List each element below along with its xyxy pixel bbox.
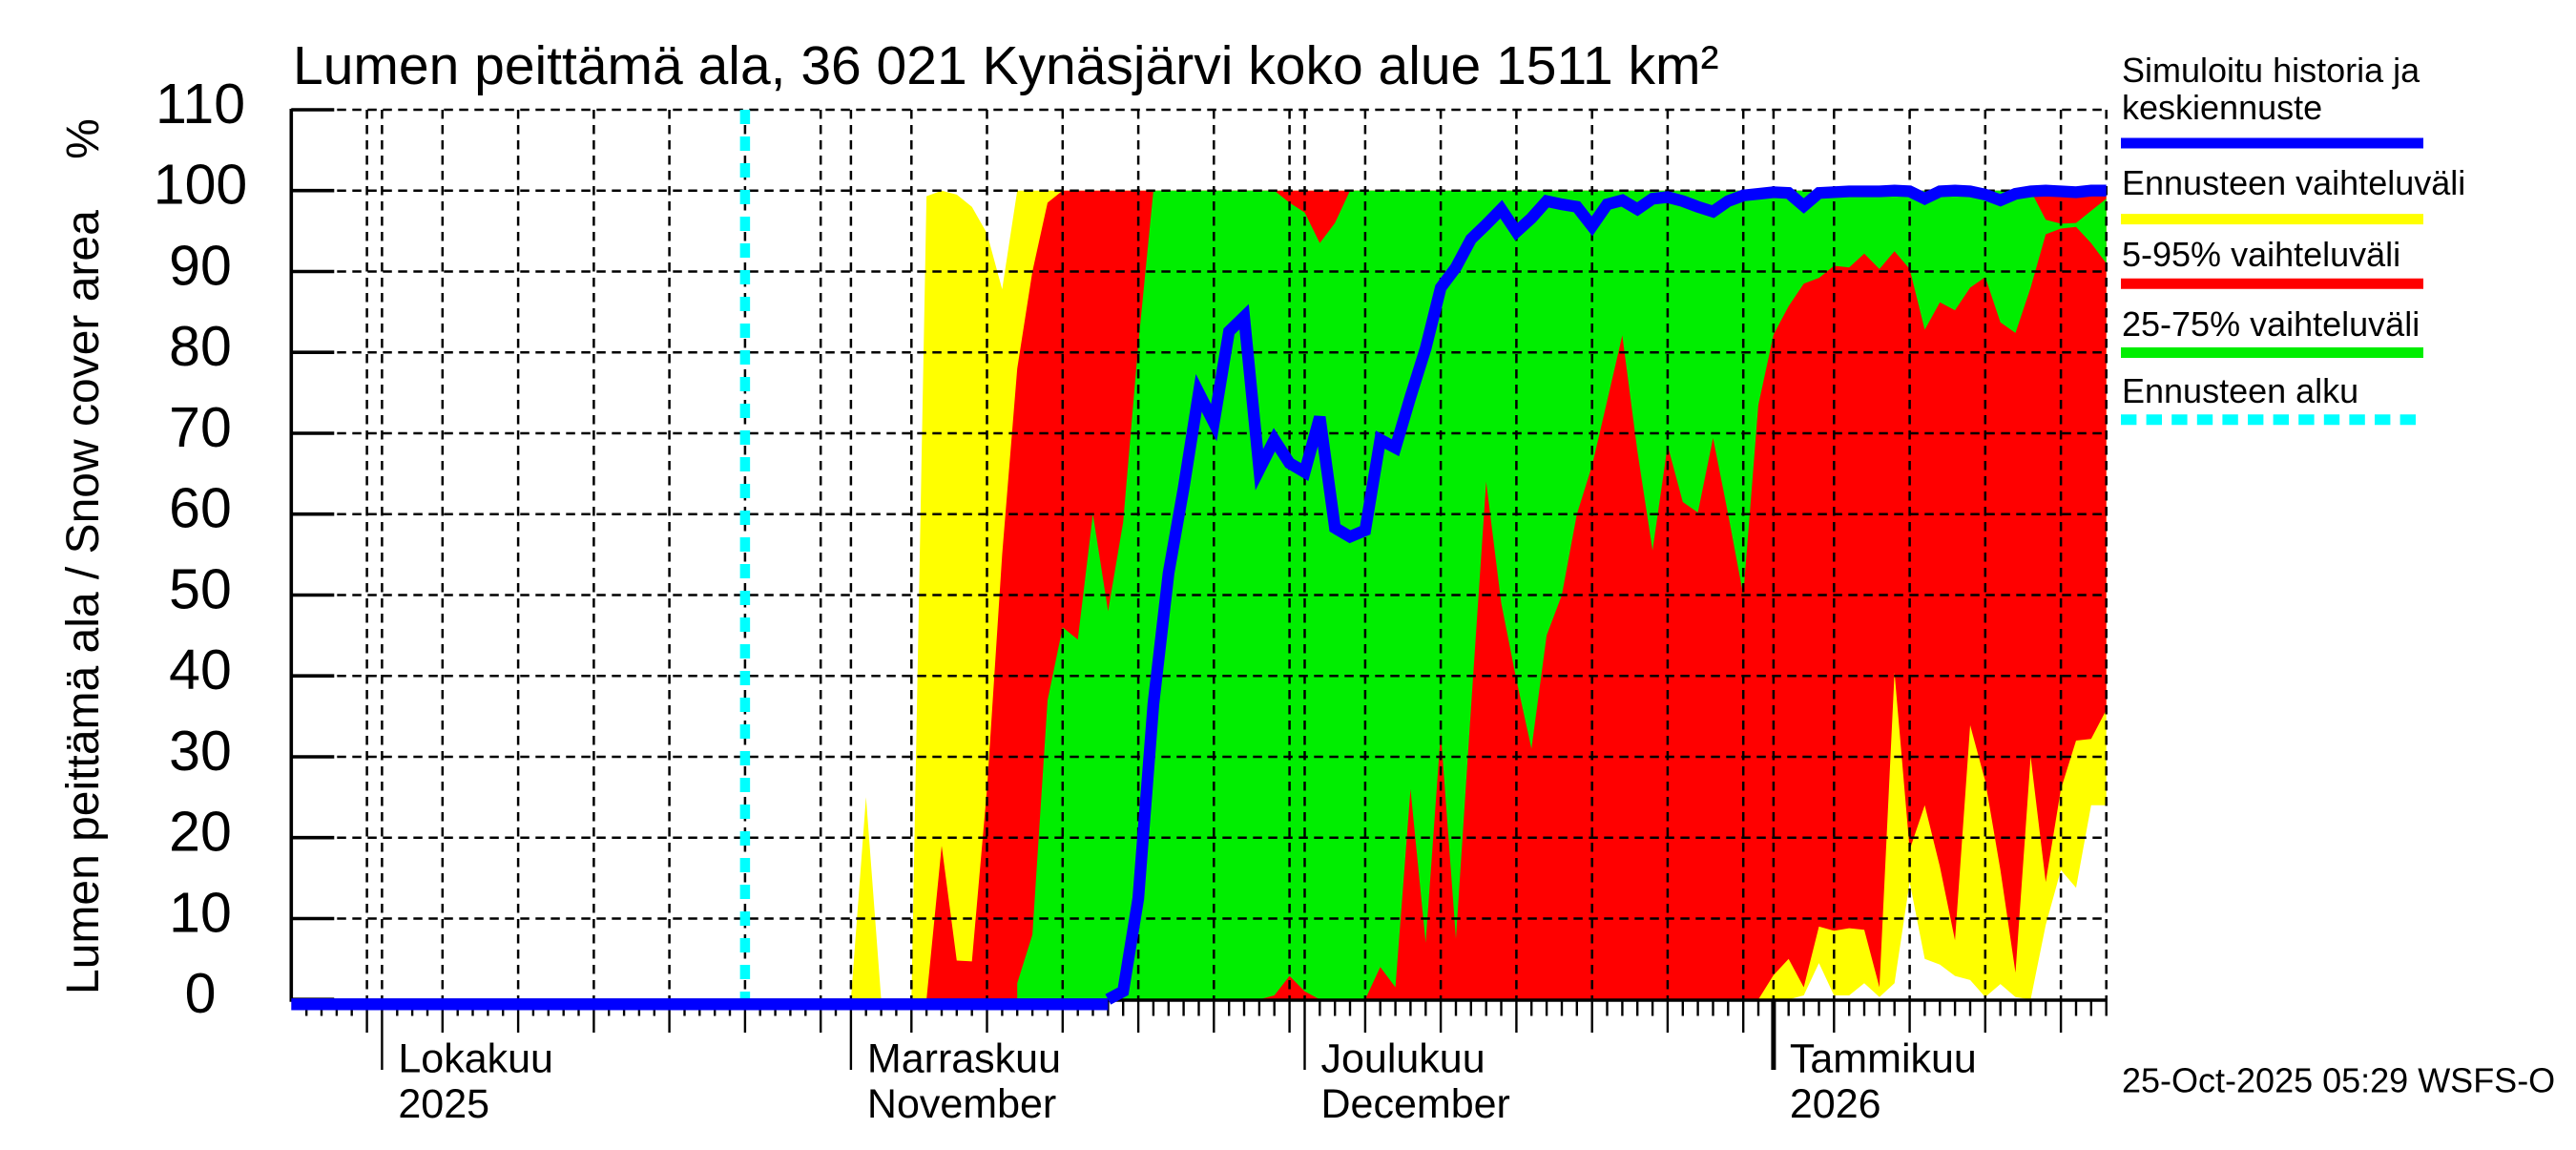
svg-text:Lumen peittämä ala / Snow cove: Lumen peittämä ala / Snow cover area % <box>58 118 109 994</box>
svg-text:50: 50 <box>169 558 232 621</box>
svg-text:110: 110 <box>156 73 245 136</box>
svg-text:Lokakuu: Lokakuu <box>398 1036 553 1082</box>
svg-text:Ennusteen alku: Ennusteen alku <box>2122 371 2358 410</box>
svg-text:10: 10 <box>169 882 232 945</box>
svg-text:Marraskuu: Marraskuu <box>867 1036 1061 1082</box>
svg-text:2025: 2025 <box>398 1081 489 1127</box>
svg-text:November: November <box>867 1081 1056 1127</box>
svg-text:25-Oct-2025 05:29 WSFS-O: 25-Oct-2025 05:29 WSFS-O <box>2122 1061 2555 1100</box>
svg-text:20: 20 <box>169 801 232 864</box>
svg-text:Lumen peittämä ala, 36 021 Kyn: Lumen peittämä ala, 36 021 Kynäsjärvi ko… <box>293 35 1718 96</box>
svg-text:30: 30 <box>169 720 232 783</box>
svg-text:25-75% vaihteluväli: 25-75% vaihteluväli <box>2122 304 2420 344</box>
svg-text:December: December <box>1321 1081 1510 1127</box>
svg-text:Tammikuu: Tammikuu <box>1790 1036 1977 1082</box>
svg-text:40: 40 <box>169 638 232 701</box>
svg-text:keskiennuste: keskiennuste <box>2122 88 2322 127</box>
svg-text:80: 80 <box>169 315 232 378</box>
svg-text:Simuloitu historia ja: Simuloitu historia ja <box>2122 51 2420 90</box>
svg-text:90: 90 <box>169 235 232 298</box>
svg-text:Joulukuu: Joulukuu <box>1321 1036 1485 1082</box>
svg-text:5-95% vaihteluväli: 5-95% vaihteluväli <box>2122 235 2400 274</box>
svg-text:100: 100 <box>154 154 247 217</box>
svg-text:70: 70 <box>169 396 232 459</box>
svg-text:Ennusteen vaihteluväli: Ennusteen vaihteluväli <box>2122 163 2465 202</box>
svg-text:2026: 2026 <box>1790 1081 1881 1127</box>
svg-text:60: 60 <box>169 477 232 540</box>
svg-text:0: 0 <box>185 962 217 1025</box>
